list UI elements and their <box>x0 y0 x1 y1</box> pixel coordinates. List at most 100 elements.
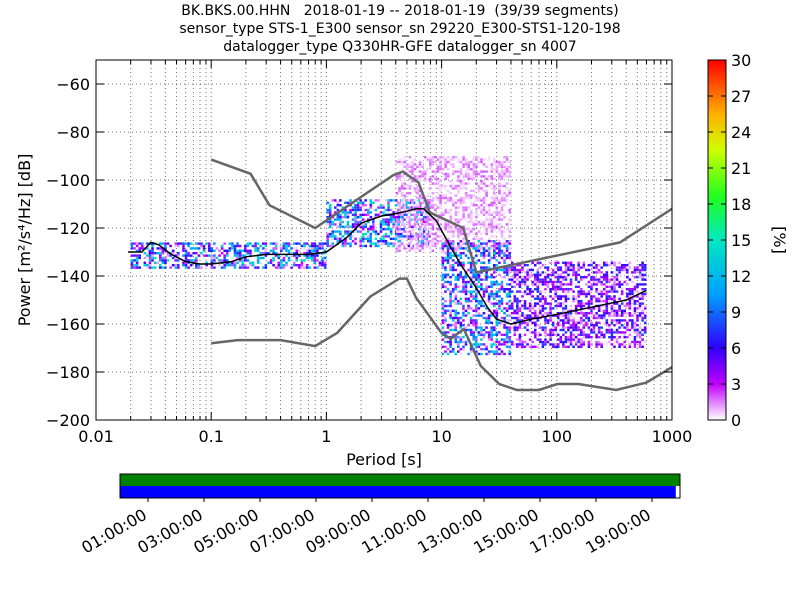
ppsd-bin <box>577 302 580 305</box>
ppsd-bin <box>477 331 481 334</box>
ppsd-bin <box>615 333 619 336</box>
ppsd-bin <box>356 206 360 209</box>
ppsd-bin <box>423 158 427 161</box>
ppsd-bin <box>310 259 314 262</box>
ppsd-bin <box>423 228 427 231</box>
ppsd-bin <box>467 220 470 224</box>
ppsd-bin <box>238 266 242 269</box>
ppsd-bin <box>531 273 534 276</box>
ppsd-bin <box>587 333 591 336</box>
ppsd-bin <box>395 165 399 168</box>
ppsd-bin <box>192 252 196 255</box>
ppsd-bin <box>405 249 409 252</box>
ppsd-bin <box>374 232 378 236</box>
ppsd-bin <box>341 242 345 245</box>
ppsd-bin <box>480 302 483 305</box>
ppsd-bin <box>480 187 483 190</box>
ppsd-bin <box>615 331 619 334</box>
ppsd-bin <box>389 218 393 221</box>
ppsd-bin <box>272 259 275 262</box>
ppsd-bin <box>474 278 478 281</box>
ppsd-bin <box>382 213 385 216</box>
ppsd-bin <box>346 213 350 216</box>
ppsd-bin <box>633 273 637 276</box>
ppsd-bin <box>454 187 458 190</box>
ppsd-bin <box>416 177 419 180</box>
ppsd-bin <box>441 278 445 281</box>
ppsd-bin <box>411 160 414 164</box>
ppsd-bin <box>485 307 488 310</box>
ppsd-bin <box>590 328 593 332</box>
ppsd-bin <box>408 247 412 250</box>
ppsd-bin <box>138 266 141 269</box>
ppsd-bin <box>595 283 598 286</box>
availability-frame <box>119 473 681 499</box>
ppsd-bin <box>474 283 478 286</box>
ppsd-bin <box>236 254 239 257</box>
ppsd-bin <box>416 235 419 238</box>
ppsd-bin <box>449 232 453 236</box>
ppsd-bin <box>498 324 501 327</box>
ppsd-bin <box>536 338 540 341</box>
ppsd-bin <box>582 343 586 346</box>
ppsd-bin <box>590 343 593 346</box>
ppsd-bin <box>539 290 542 293</box>
ppsd-bin <box>498 182 501 185</box>
ppsd-bin <box>582 333 586 336</box>
ppsd-bin <box>316 259 319 262</box>
ppsd-bin <box>600 345 603 348</box>
ppsd-bin <box>498 247 501 250</box>
ppsd-bin <box>413 237 417 240</box>
ppsd-bin <box>472 297 475 300</box>
ppsd-bin <box>574 307 578 310</box>
ppsd-bin <box>405 211 409 214</box>
ppsd-bin <box>474 261 478 264</box>
ppsd-bin <box>554 333 557 336</box>
ppsd-bin <box>374 228 378 231</box>
ppsd-bin <box>482 333 486 336</box>
ppsd-bin <box>344 242 347 245</box>
ppsd-bin <box>493 177 496 180</box>
ppsd-bin <box>480 194 483 197</box>
ppsd-bin <box>508 165 511 168</box>
ppsd-bin <box>531 280 534 284</box>
ppsd-bin <box>377 242 380 245</box>
ppsd-bin <box>156 252 160 255</box>
ppsd-bin <box>233 261 237 264</box>
ppsd-bin <box>398 237 401 240</box>
ppsd-bin <box>544 276 547 279</box>
ppsd-bin <box>341 220 345 224</box>
ppsd-bin <box>495 340 499 344</box>
ppsd-bin <box>449 314 452 317</box>
ppsd-bin <box>434 170 437 173</box>
ppsd-bin <box>334 218 337 221</box>
ppsd-bin <box>439 223 442 226</box>
ppsd-bin <box>585 336 588 339</box>
ppsd-bin <box>354 223 357 226</box>
ppsd-bin <box>444 160 447 164</box>
ppsd-bin <box>480 247 483 250</box>
ppsd-bin <box>323 264 327 267</box>
ppsd-bin <box>590 312 593 315</box>
ppsd-bin <box>228 247 232 250</box>
ppsd-bin <box>449 321 452 324</box>
ppsd-bin <box>495 225 499 228</box>
ppsd-bin <box>533 312 537 315</box>
ppsd-bin <box>321 242 324 245</box>
ppsd-bin <box>579 316 583 320</box>
ppsd-bin <box>429 242 432 245</box>
ppsd-bin <box>505 201 509 204</box>
ppsd-bin <box>472 268 475 272</box>
ppsd-bin <box>613 290 616 293</box>
ppsd-bin <box>485 192 488 195</box>
ppsd-bin <box>441 314 445 317</box>
ppsd-bin <box>485 240 488 243</box>
ppsd-bin <box>451 259 455 262</box>
ppsd-bin <box>441 273 445 276</box>
ppsd-bin <box>418 208 422 212</box>
ppsd-bin <box>431 237 435 240</box>
ppsd-bin <box>425 206 428 209</box>
ppsd-bin <box>590 278 593 281</box>
ppsd-bin <box>495 163 499 166</box>
ppsd-bin <box>135 254 139 257</box>
